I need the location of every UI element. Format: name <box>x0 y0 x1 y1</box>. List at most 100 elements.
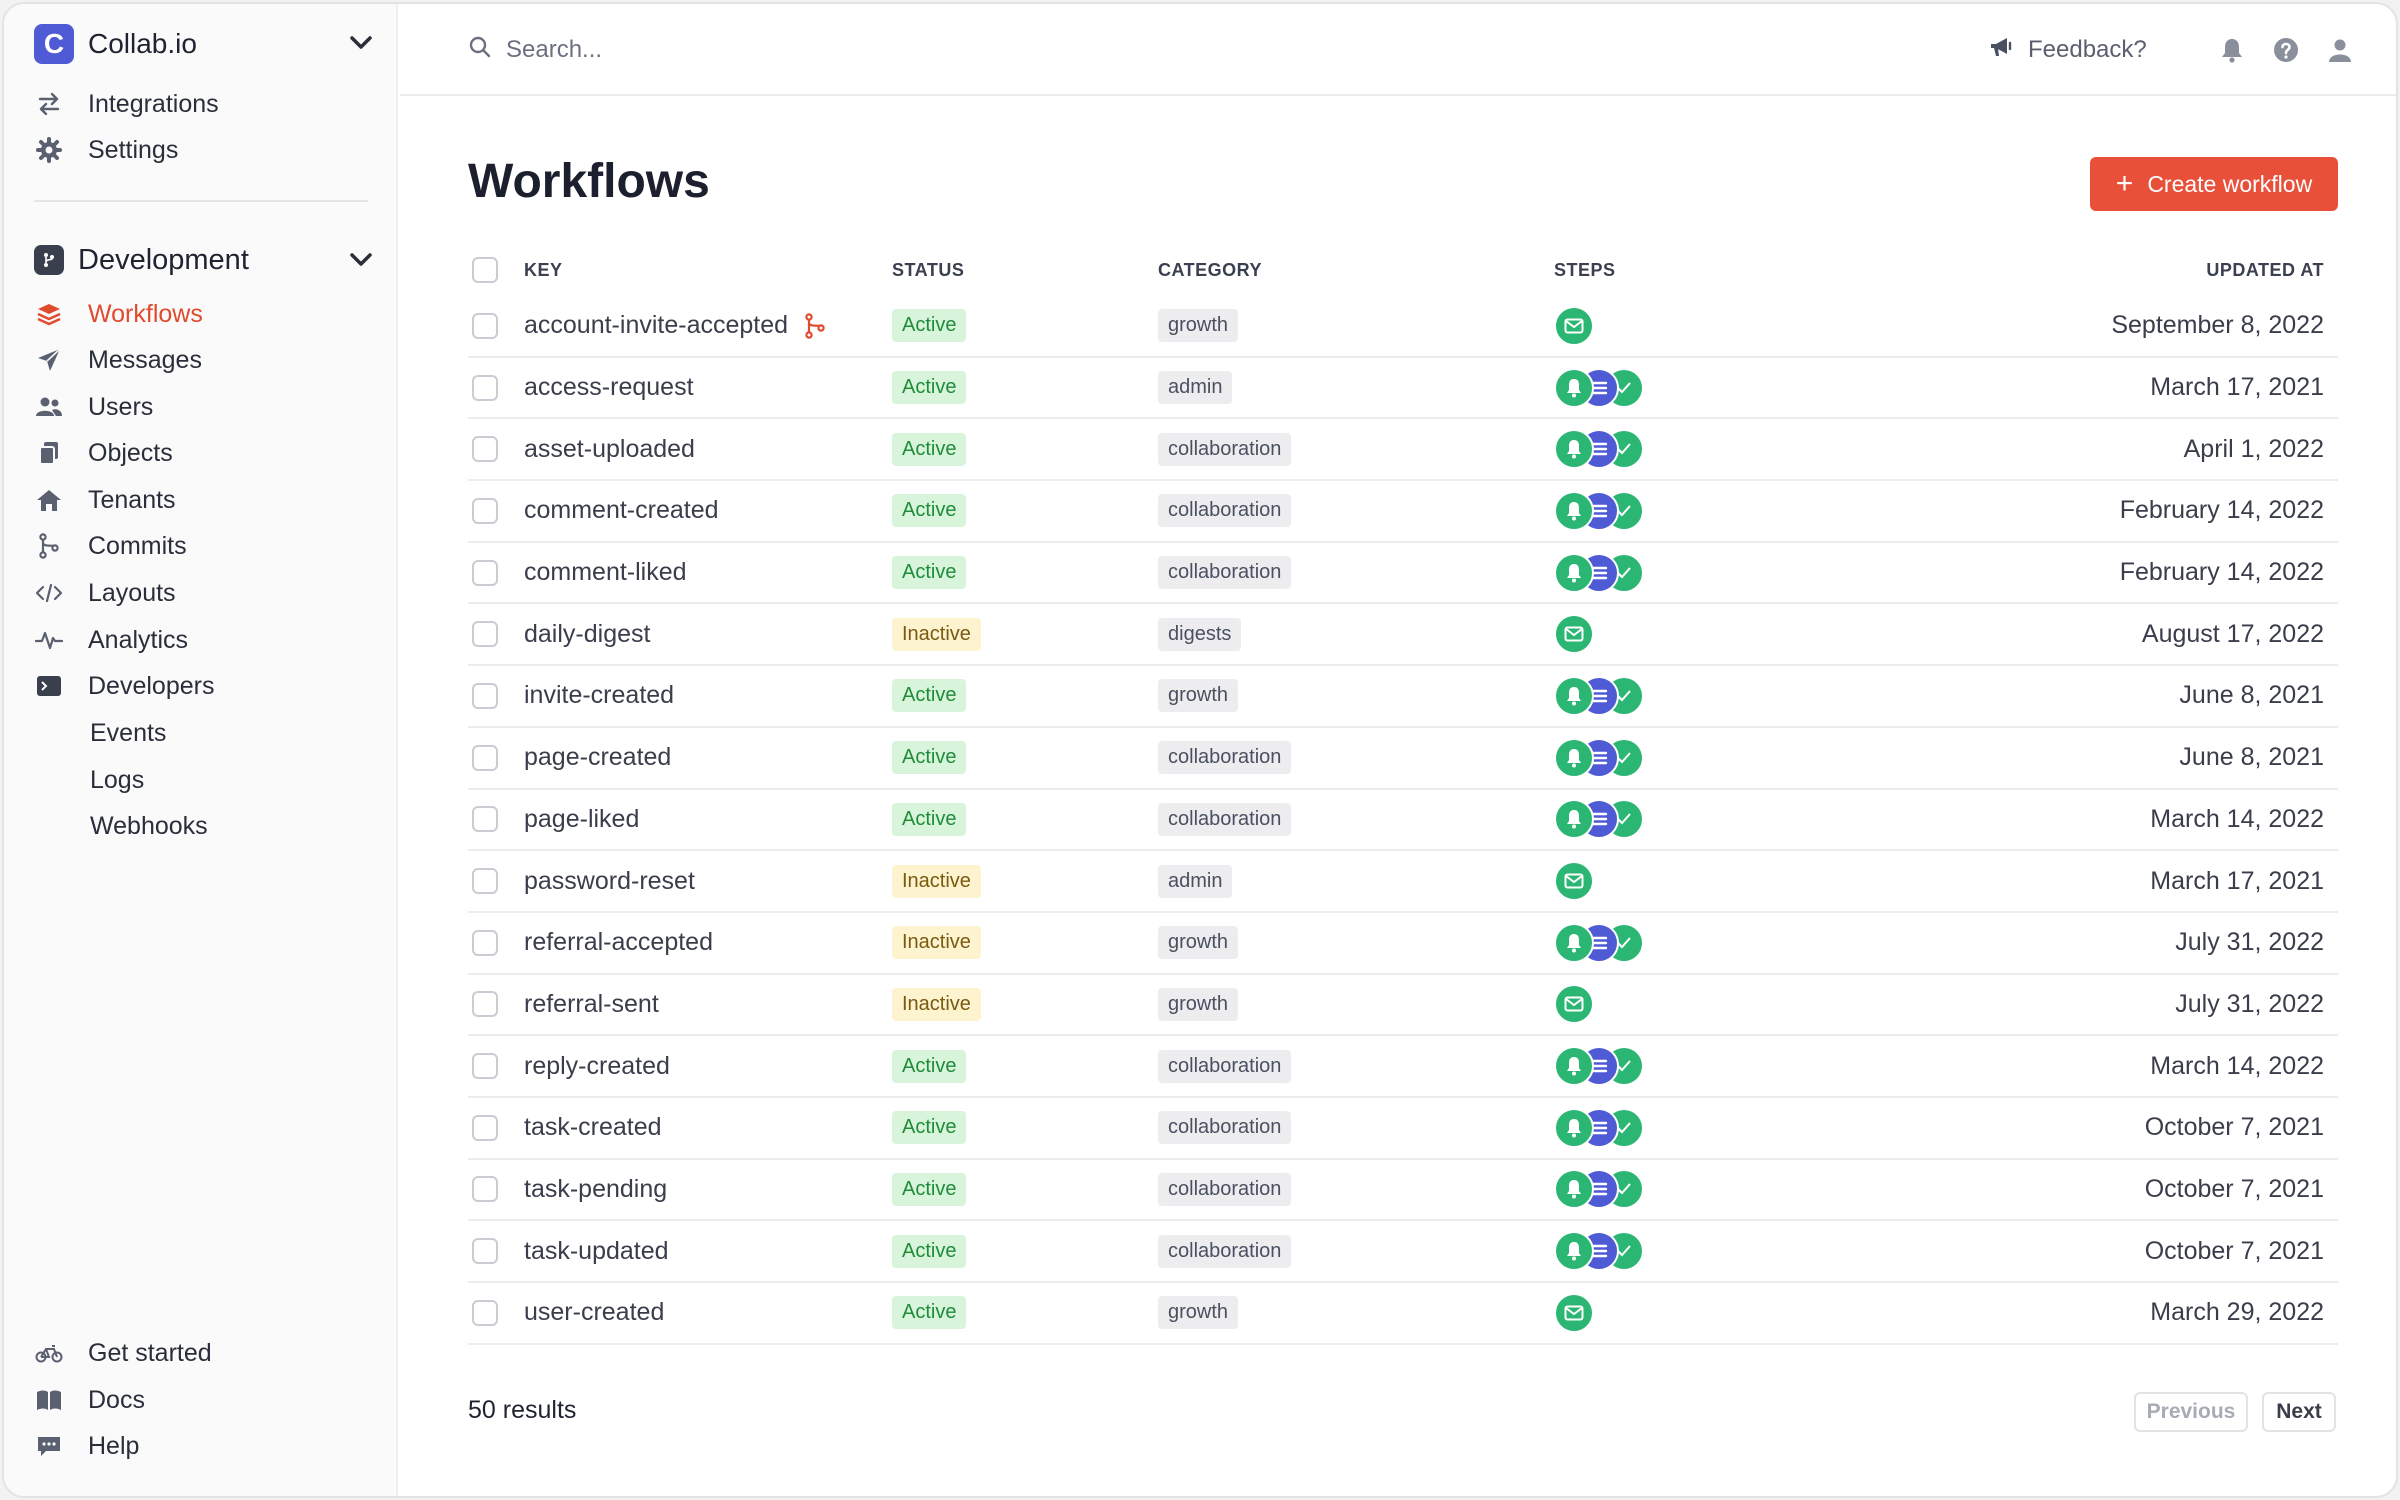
table-row[interactable]: page-liked Active collaboration March 14, 2… <box>468 790 2338 852</box>
select-all-checkbox[interactable] <box>472 257 498 283</box>
bell-icon[interactable] <box>2216 34 2248 66</box>
sidebar-item-messages[interactable]: Messages <box>34 340 364 380</box>
search-box[interactable] <box>468 32 1106 68</box>
search-input[interactable] <box>506 36 1106 64</box>
sidebar-item-settings[interactable]: Settings <box>34 130 364 170</box>
gear-icon <box>34 135 64 165</box>
sidebar-item-label: Get started <box>88 1338 212 1367</box>
workflow-key-link[interactable]: referral-sent <box>524 989 659 1018</box>
sidebar-item-integrations[interactable]: Integrations <box>34 84 364 124</box>
row-checkbox[interactable] <box>472 1299 498 1326</box>
table-row[interactable]: account-invite-accepted Active growth Septe… <box>468 296 2338 358</box>
environment-switcher[interactable]: Development <box>34 240 374 280</box>
row-checkbox[interactable] <box>472 929 498 956</box>
workflow-key-link[interactable]: page-liked <box>524 804 640 833</box>
steps-indicator <box>1554 922 1644 963</box>
workflow-key-link[interactable]: task-pending <box>524 1174 668 1203</box>
table-row[interactable]: user-created Active growth March 29, 2022 <box>468 1283 2338 1345</box>
row-checkbox[interactable] <box>472 744 498 771</box>
row-checkbox[interactable] <box>472 1238 498 1265</box>
row-checkbox[interactable] <box>472 806 498 833</box>
sidebar-item-developers[interactable]: Developers <box>34 666 364 706</box>
workflow-key-link[interactable]: comment-liked <box>524 558 687 587</box>
status-cell: Active <box>892 296 967 356</box>
sidebar-item-docs[interactable]: Docs <box>34 1380 364 1420</box>
table-row[interactable]: referral-accepted Inactive growth July 31, … <box>468 913 2338 975</box>
feedback-button[interactable]: Feedback? <box>1988 32 2147 68</box>
sidebar-item-events[interactable]: Events <box>34 713 364 753</box>
workflow-key-link[interactable]: user-created <box>524 1298 665 1327</box>
create-workflow-label: Create workflow <box>2147 170 2313 197</box>
workflow-key-link[interactable]: page-created <box>524 743 672 772</box>
sidebar-item-help[interactable]: Help <box>34 1426 364 1466</box>
row-checkbox[interactable] <box>472 436 498 463</box>
table-row[interactable]: page-created Active collaboration June 8, 2… <box>468 728 2338 790</box>
row-checkbox[interactable] <box>472 374 498 401</box>
workflow-key-link[interactable]: daily-digest <box>524 619 651 648</box>
megaphone-icon <box>1988 35 2014 66</box>
next-page-button[interactable]: Next <box>2262 1392 2336 1432</box>
sidebar-item-logs[interactable]: Logs <box>34 760 364 800</box>
row-select-cell <box>472 728 500 788</box>
row-checkbox[interactable] <box>472 312 498 339</box>
category-badge: collaboration <box>1158 494 1292 528</box>
table-row[interactable]: task-pending Active collaboration October 7… <box>468 1160 2338 1222</box>
row-checkbox[interactable] <box>472 991 498 1018</box>
user-icon[interactable] <box>2324 34 2356 66</box>
workflow-key-link[interactable]: task-created <box>524 1113 662 1142</box>
workspace-switcher[interactable]: C Collab.io <box>34 22 374 66</box>
sidebar-divider <box>34 200 368 202</box>
sidebar-item-users[interactable]: Users <box>34 387 364 427</box>
row-checkbox[interactable] <box>472 1053 498 1080</box>
column-header-steps[interactable]: STEPS <box>1554 259 1616 280</box>
table-row[interactable]: access-request Active admin March 17, 2021 <box>468 358 2338 420</box>
row-checkbox[interactable] <box>472 1114 498 1141</box>
column-header-category[interactable]: CATEGORY <box>1158 259 1263 280</box>
table-row[interactable]: password-reset Inactive admin March 17, 202… <box>468 851 2338 913</box>
sidebar-item-workflows[interactable]: Workflows <box>34 294 364 334</box>
workflow-key-link[interactable]: asset-uploaded <box>524 434 695 463</box>
sidebar-item-get-started[interactable]: Get started <box>34 1333 364 1373</box>
status-cell: Inactive <box>892 913 981 973</box>
row-checkbox[interactable] <box>472 868 498 895</box>
previous-page-button[interactable]: Previous <box>2134 1392 2248 1432</box>
updated-at-cell: March 29, 2022 <box>2150 1283 2324 1343</box>
sidebar-item-commits[interactable]: Commits <box>34 526 364 566</box>
column-header-key[interactable]: KEY <box>524 259 563 280</box>
column-header-updated-at[interactable]: UPDATED AT <box>2206 259 2324 280</box>
table-row[interactable]: comment-liked Active collaboration February… <box>468 543 2338 605</box>
workflow-key-link[interactable]: reply-created <box>524 1051 670 1080</box>
sidebar-item-analytics[interactable]: Analytics <box>34 620 364 660</box>
chevron-down-icon[interactable] <box>348 30 374 56</box>
workflow-key-link[interactable]: access-request <box>524 373 694 402</box>
row-checkbox[interactable] <box>472 559 498 586</box>
workflow-key-link[interactable]: comment-created <box>524 496 719 525</box>
workflow-key-link[interactable]: account-invite-accepted <box>524 311 789 340</box>
sidebar-item-objects[interactable]: Objects <box>34 433 364 473</box>
workflow-key-link[interactable]: referral-accepted <box>524 928 713 957</box>
create-workflow-button[interactable]: + Create workflow <box>2090 157 2338 211</box>
workflow-key-link[interactable]: task-updated <box>524 1236 669 1265</box>
chevron-down-icon[interactable] <box>348 247 374 273</box>
table-row[interactable]: referral-sent Inactive growth July 31, 2022 <box>468 975 2338 1037</box>
table-row[interactable]: comment-created Active collaboration Februa… <box>468 481 2338 543</box>
status-cell: Inactive <box>892 975 981 1035</box>
row-checkbox[interactable] <box>472 1176 498 1203</box>
column-header-status[interactable]: STATUS <box>892 259 965 280</box>
help-icon[interactable] <box>2270 34 2302 66</box>
sidebar-item-layouts[interactable]: Layouts <box>34 573 364 613</box>
sidebar-item-webhooks[interactable]: Webhooks <box>34 806 364 846</box>
table-row[interactable]: task-created Active collaboration October 7… <box>468 1098 2338 1160</box>
workflow-key-link[interactable]: invite-created <box>524 681 675 710</box>
row-checkbox[interactable] <box>472 621 498 648</box>
table-row[interactable]: reply-created Active collaboration March 14… <box>468 1036 2338 1098</box>
workflow-key-link[interactable]: password-reset <box>524 866 695 895</box>
row-checkbox[interactable] <box>472 682 498 709</box>
row-checkbox[interactable] <box>472 497 498 524</box>
table-row[interactable]: task-updated Active collaboration October 7… <box>468 1221 2338 1283</box>
table-row[interactable]: asset-uploaded Active collaboration April 1… <box>468 419 2338 482</box>
sidebar-item-tenants[interactable]: Tenants <box>34 480 364 520</box>
table-row[interactable]: invite-created Active growth June 8, 2021 <box>468 666 2338 728</box>
table-row[interactable]: daily-digest Inactive digests August 17, 20… <box>468 604 2338 667</box>
updated-at-cell: September 8, 2022 <box>2111 296 2324 356</box>
